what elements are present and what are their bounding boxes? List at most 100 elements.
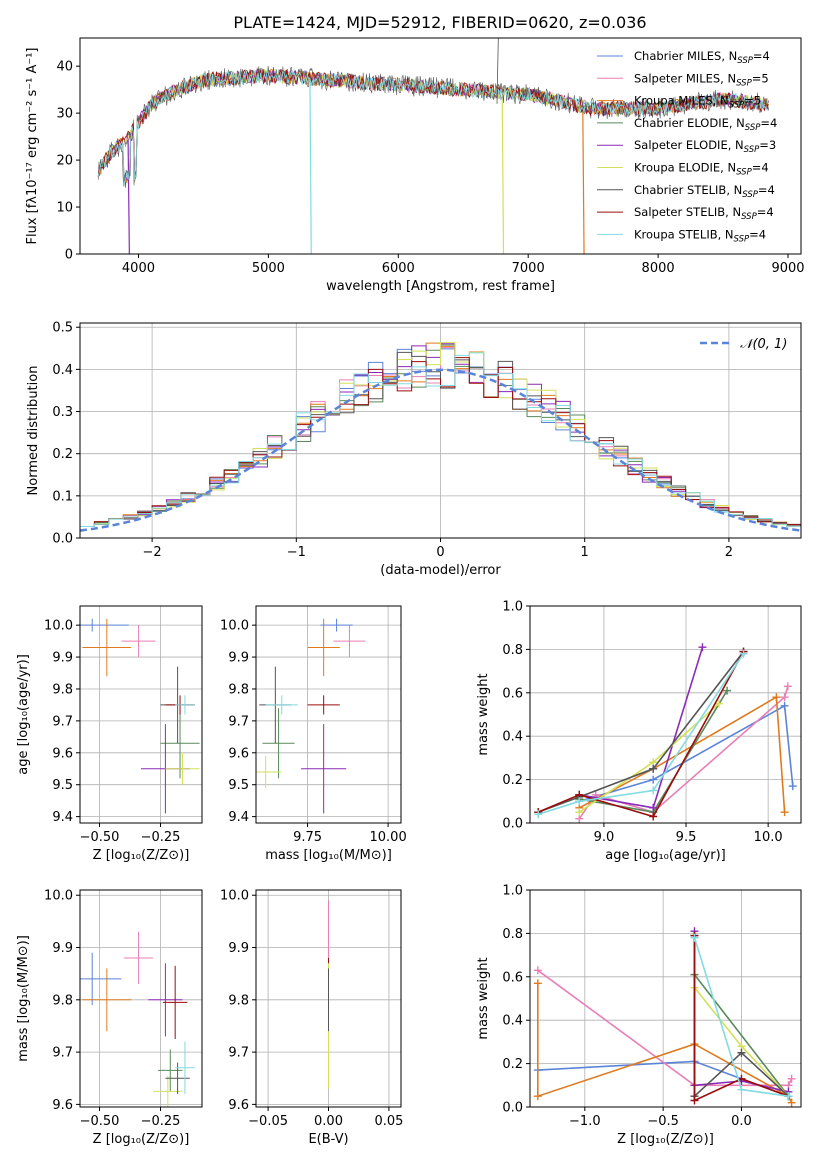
weight-marker <box>787 1074 796 1083</box>
weight-marker <box>723 686 732 695</box>
y-tick-label: 9.5 <box>228 778 249 793</box>
weight-marker <box>690 1096 699 1105</box>
y-tick-label: 10.0 <box>220 619 249 634</box>
x-tick-label: −0.50 <box>80 830 120 845</box>
y-tick-label: 0.0 <box>502 817 523 832</box>
y-tick-label: 9.6 <box>228 746 249 761</box>
plot-area <box>534 643 797 823</box>
y-tick-label: 9.6 <box>52 746 73 761</box>
x-tick-label: 0 <box>436 545 444 560</box>
panel-residual-histogram: −2 −1 0 1 2 0.0 0.1 0.2 0.3 0.4 0.5 (data-model)/er… <box>26 321 802 578</box>
spectrum-dip <box>501 92 505 254</box>
y-tick-label: 0.8 <box>502 927 523 942</box>
y-tick-label: 0.8 <box>502 643 523 658</box>
x-tick-label: 9.0 <box>594 830 615 845</box>
weight-line <box>537 651 745 818</box>
weight-marker <box>649 775 658 784</box>
weight-marker <box>690 933 699 942</box>
y-tick-label: 9.4 <box>228 810 249 825</box>
x-tick-label: 5000 <box>252 261 285 276</box>
weight-marker <box>737 1085 746 1094</box>
axes-frame <box>79 37 802 255</box>
y-tick-label: 20 <box>56 154 73 169</box>
x-tick-label: 0.0 <box>731 1114 752 1129</box>
y-tick-label: 0.6 <box>502 686 523 701</box>
x-tick-label: 9.5 <box>676 830 697 845</box>
weight-line <box>579 704 794 803</box>
weight-marker <box>772 693 781 702</box>
weight-line <box>693 935 789 1102</box>
y-tick-label: 9.9 <box>52 941 73 956</box>
y-tick-label: 9.7 <box>52 1046 73 1061</box>
y-tick-label: 10.0 <box>44 889 73 904</box>
legend-label: 𝒩(0, 1) <box>740 337 787 352</box>
weight-marker <box>649 812 658 821</box>
plot-area <box>256 618 366 814</box>
y-tick-label: 0.4 <box>52 363 73 378</box>
weight-marker <box>575 808 584 817</box>
y-tick-label: 0 <box>65 248 73 263</box>
x-tick-label: −0.5 <box>647 1114 679 1129</box>
x-tick-label: 1 <box>581 545 589 560</box>
x-axis-label: Z [log₁₀(Z/Z⊙)] <box>93 1132 190 1147</box>
y-tick-label: 9.8 <box>228 993 249 1008</box>
legend-label: Salpeter ELODIE, NSSP=3 <box>634 138 776 155</box>
weight-marker <box>787 1098 796 1107</box>
x-tick-label: 2 <box>725 545 733 560</box>
legend-label: Salpeter STELIB, NSSP=4 <box>634 205 774 222</box>
plot-area <box>80 341 801 538</box>
y-tick-label: 10 <box>56 201 73 216</box>
weight-marker <box>533 979 542 988</box>
weight-marker <box>780 693 789 702</box>
weight-marker <box>575 797 584 806</box>
y-tick-label: 0.0 <box>502 1101 523 1116</box>
y-tick-label: 1.0 <box>502 600 523 615</box>
plot-area <box>80 618 200 814</box>
x-tick-label: −1 <box>287 545 306 560</box>
y-tick-label: 9.4 <box>52 810 73 825</box>
y-tick-label: 0.0 <box>52 532 73 547</box>
y-tick-label: 30 <box>56 107 73 122</box>
x-tick-label: 10.00 <box>370 830 407 845</box>
y-tick-label: 9.7 <box>52 714 73 729</box>
y-tick-label: 0.1 <box>52 489 73 504</box>
weight-marker <box>649 786 658 795</box>
y-axis-label: mass weight <box>476 957 491 1039</box>
x-tick-label: 7000 <box>512 261 545 276</box>
x-tick-label: 8000 <box>642 261 675 276</box>
spectrum-dip <box>127 137 130 254</box>
y-tick-label: 9.8 <box>52 993 73 1008</box>
axes-frame <box>79 605 203 824</box>
x-tick-label: 0.00 <box>314 1114 343 1129</box>
spectrum-line <box>97 69 769 185</box>
plot-area <box>97 38 769 254</box>
spectrum-dip <box>309 78 312 254</box>
y-tick-label: 10.0 <box>44 619 73 634</box>
x-tick-label: −2 <box>143 545 162 560</box>
weight-marker <box>739 649 748 658</box>
y-tick-label: 10.0 <box>220 889 249 904</box>
legend-label: Chabrier MILES, NSSP=4 <box>634 49 770 66</box>
legend-label: Salpeter MILES, NSSP=5 <box>634 71 769 88</box>
axes-frame <box>529 605 802 824</box>
y-tick-label: 9.8 <box>52 682 73 697</box>
y-axis-label: mass weight <box>476 673 491 755</box>
x-axis-label: (data-model)/error <box>380 563 501 578</box>
axes-frame <box>529 889 802 1108</box>
panel-mass-vs-Z: −0.50 −0.25 9.6 9.7 9.8 9.9 10.0 Z [log₁₀(Z/Z⊙)… <box>16 889 203 1147</box>
weight-marker <box>714 699 723 708</box>
weight-marker <box>649 764 658 773</box>
y-tick-label: 9.6 <box>52 1098 73 1113</box>
weight-line <box>537 653 745 816</box>
panel-weight-vs-Z: −1.0 −0.5 0.0 0.0 0.2 0.4 0.6 0.8 1.0 Z [log₁₀(Z/… <box>476 884 802 1147</box>
x-tick-label: 10.0 <box>754 830 783 845</box>
y-tick-label: 9.9 <box>228 941 249 956</box>
y-axis-label: Flux [fλ10⁻¹⁷ erg cm⁻² s⁻¹ A⁻¹] <box>25 48 40 245</box>
y-tick-label: 9.7 <box>228 1046 249 1061</box>
legend-label: Kroupa STELIB, NSSP=4 <box>634 227 766 244</box>
y-tick-label: 0.4 <box>502 1014 523 1029</box>
x-axis-label: E(B-V) <box>308 1132 348 1147</box>
y-tick-label: 0.2 <box>502 1057 523 1072</box>
legend-label: Chabrier ELODIE, NSSP=4 <box>634 116 777 133</box>
legend-label: Chabrier STELIB, NSSP=4 <box>634 183 775 200</box>
